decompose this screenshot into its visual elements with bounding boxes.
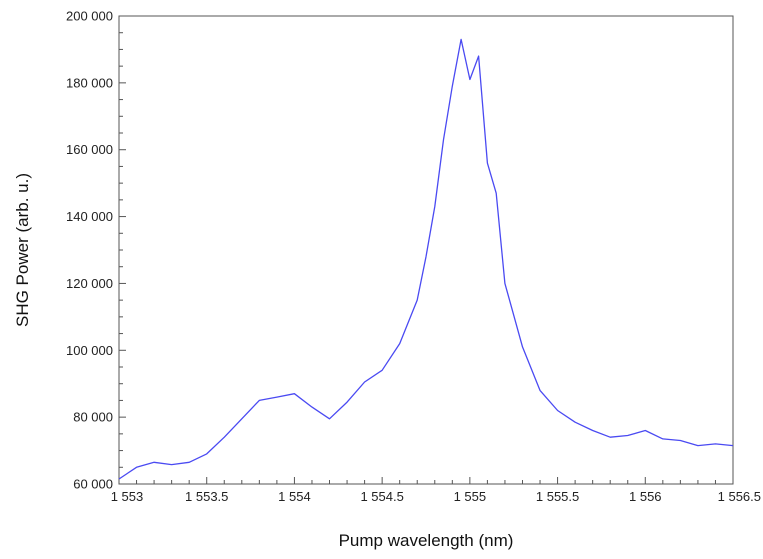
x-tick-label: 1 555 bbox=[454, 489, 487, 504]
x-axis-ticks: 1 553 1 553.5 1 554 1 554.5 1 555 1 555.5 1 55… bbox=[111, 477, 761, 504]
y-tick-label: 100 000 bbox=[66, 343, 113, 358]
x-tick-label: 1 555.5 bbox=[536, 489, 579, 504]
x-tick-label: 1 554 bbox=[278, 489, 311, 504]
y-axis-title: SHG Power (arb. u.) bbox=[13, 173, 32, 327]
y-tick-label: 140 000 bbox=[66, 209, 113, 224]
x-tick-label: 1 553 bbox=[111, 489, 144, 504]
x-tick-label: 1 553.5 bbox=[185, 489, 228, 504]
plot-frame bbox=[118, 15, 734, 485]
x-axis-title: Pump wavelength (nm) bbox=[339, 531, 514, 550]
y-tick-label: 180 000 bbox=[66, 75, 113, 90]
x-tick-label: 1 554.5 bbox=[360, 489, 403, 504]
y-tick-label: 200 000 bbox=[66, 9, 113, 24]
y-tick-label: 120 000 bbox=[66, 276, 113, 291]
y-tick-label: 80 000 bbox=[73, 410, 113, 425]
y-tick-label: 60 000 bbox=[73, 477, 113, 492]
series-line bbox=[118, 38, 734, 480]
x-tick-label: 1 556.5 bbox=[718, 489, 761, 504]
y-tick-label: 160 000 bbox=[66, 142, 113, 157]
x-tick-label: 1 556 bbox=[629, 489, 662, 504]
y-axis-ticks: 60 000 80 000 100 000 120 000 140 000 160 000… bbox=[66, 9, 126, 492]
